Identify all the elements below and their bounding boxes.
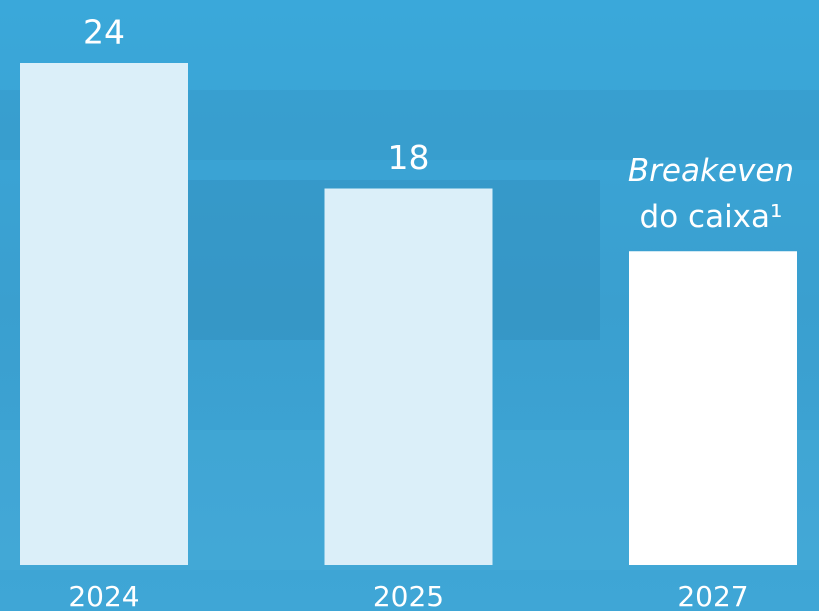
annotation: do caixa¹: [640, 199, 783, 235]
bar: [20, 63, 188, 565]
x-tick-label: 2027: [677, 580, 748, 611]
x-tick-label: 2025: [373, 580, 444, 611]
annotation: Breakeven: [628, 153, 794, 189]
bar: [629, 251, 797, 565]
value-label: 24: [83, 13, 125, 52]
x-tick-label: 2024: [68, 580, 139, 611]
bar: [324, 188, 493, 565]
value-label: 18: [388, 138, 430, 177]
